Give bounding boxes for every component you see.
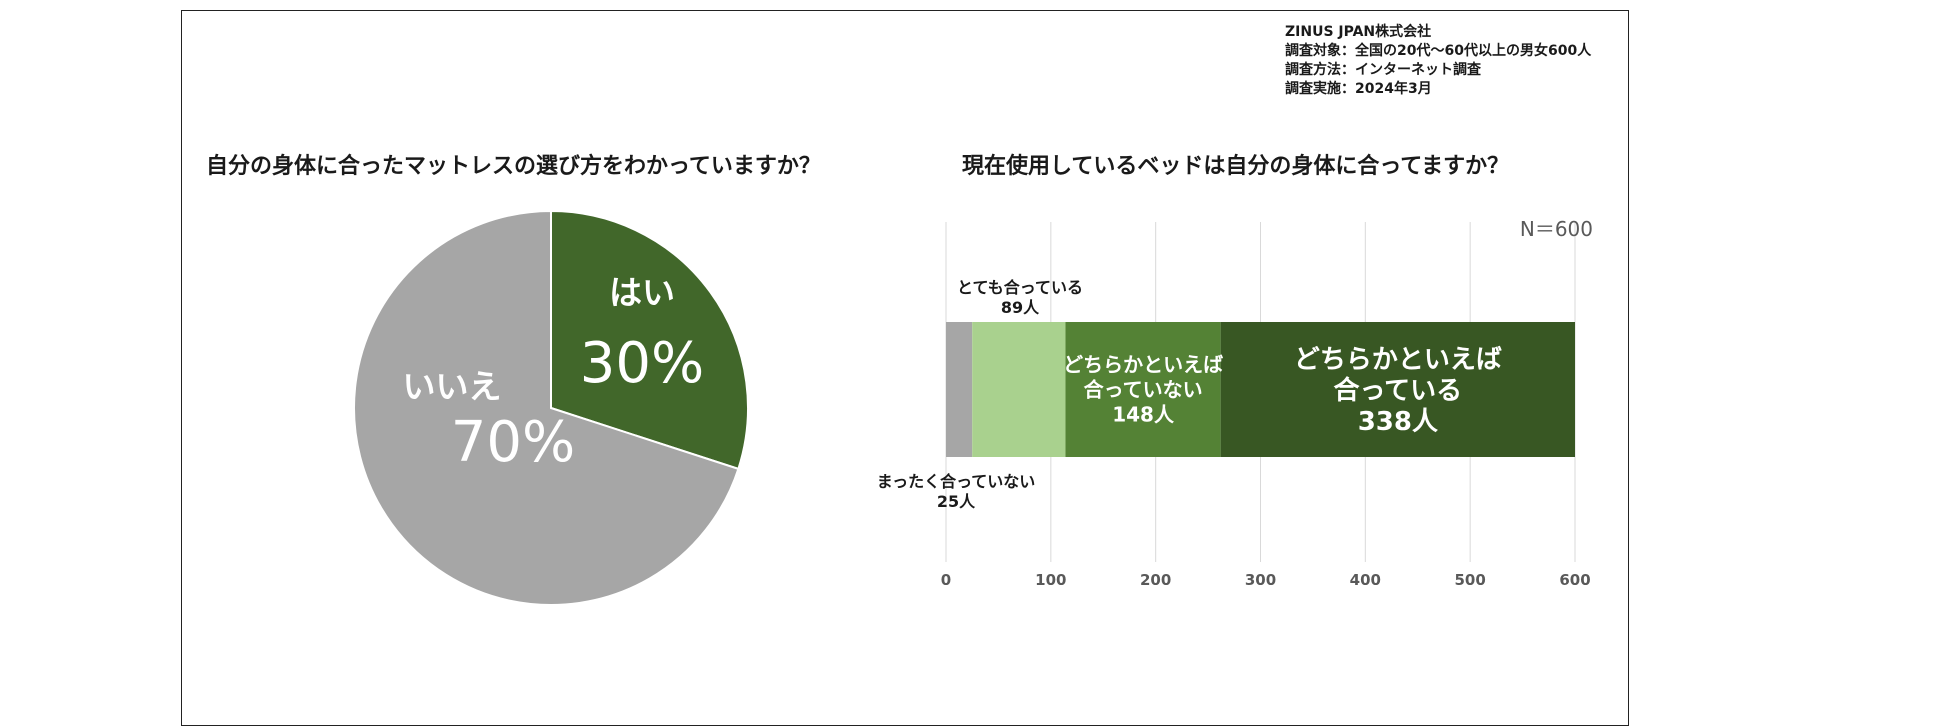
source-method: 調査方法：インターネット調査 [1285,62,1481,78]
pie-chart-title: 自分の身体に合ったマットレスの選び方をわかっていますか？ [206,154,821,179]
x-tick-label-0: 0 [941,571,951,589]
bar-segment-label-0: まったく合っていない 25人 [877,472,1036,511]
pie-slice-label-1: いいえ [403,367,502,406]
pie-chart: はい 30% いいえ 70% [353,209,749,606]
sample-size-annotation: N＝600 [1520,217,1593,241]
bar-segment-label-line: 89人 [1001,298,1040,317]
x-tick-label-400: 400 [1350,571,1381,589]
bar-segment-label-line: どちらかといえば [1294,345,1502,375]
x-tick-label-200: 200 [1140,571,1171,589]
pie-slice-label-0: はい [609,273,675,312]
bar-segment-label-line: どちらかといえば [1063,353,1223,377]
pie-slice-0 [550,209,749,471]
bar-segment-label-1: とても合っている 89人 [957,278,1083,317]
bar-segment-label-line: 合っていない [1084,378,1203,402]
bar-segment-label-line: 合っている [1333,375,1462,406]
bar-segment-2 [1065,322,1221,457]
bar-segment-label-line: とても合っている [957,278,1083,297]
survey-source-info: ZINUS JPAN株式会社 調査対象：全国の20代〜60代以上の男女600人 … [1285,23,1591,99]
bar-segment-label-line: 148人 [1112,403,1175,427]
bar-segment-label-line: 25人 [937,492,976,511]
x-tick-label-100: 100 [1035,571,1066,589]
bar-segment-1 [972,322,1066,457]
pie-slice-value-1: 70% [451,410,575,475]
stacked-bar-chart: 0 100 200 300 400 500 600 N＝600 まったく合っていない 25人 とても… [877,217,1593,589]
source-target: 調査対象：全国の20代〜60代以上の男女600人 [1285,43,1592,59]
source-date: 調査実施：2024年3月 [1285,81,1432,97]
x-tick-label-500: 500 [1455,571,1486,589]
x-tick-label-300: 300 [1245,571,1276,589]
bar-segment-3 [1220,322,1575,457]
bar-segment-label-2: どちらかといえば合っていない 148人 [1063,353,1223,427]
pie-slice-value-0: 30% [580,331,704,396]
pie-slice-1 [353,209,740,606]
bar-chart-title: 現在使用しているベッドは自分の身体に合ってますか？ [962,154,1510,179]
bar-segment-label-3: どちらかといえば合っている 338人 [1294,345,1502,437]
bar-segment-label-line: 338人 [1358,407,1438,437]
x-tick-label-600: 600 [1559,571,1590,589]
bar-segment-0 [946,322,973,457]
source-company: ZINUS JPAN株式会社 [1285,24,1432,40]
bar-segment-label-line: まったく合っていない [877,472,1036,491]
